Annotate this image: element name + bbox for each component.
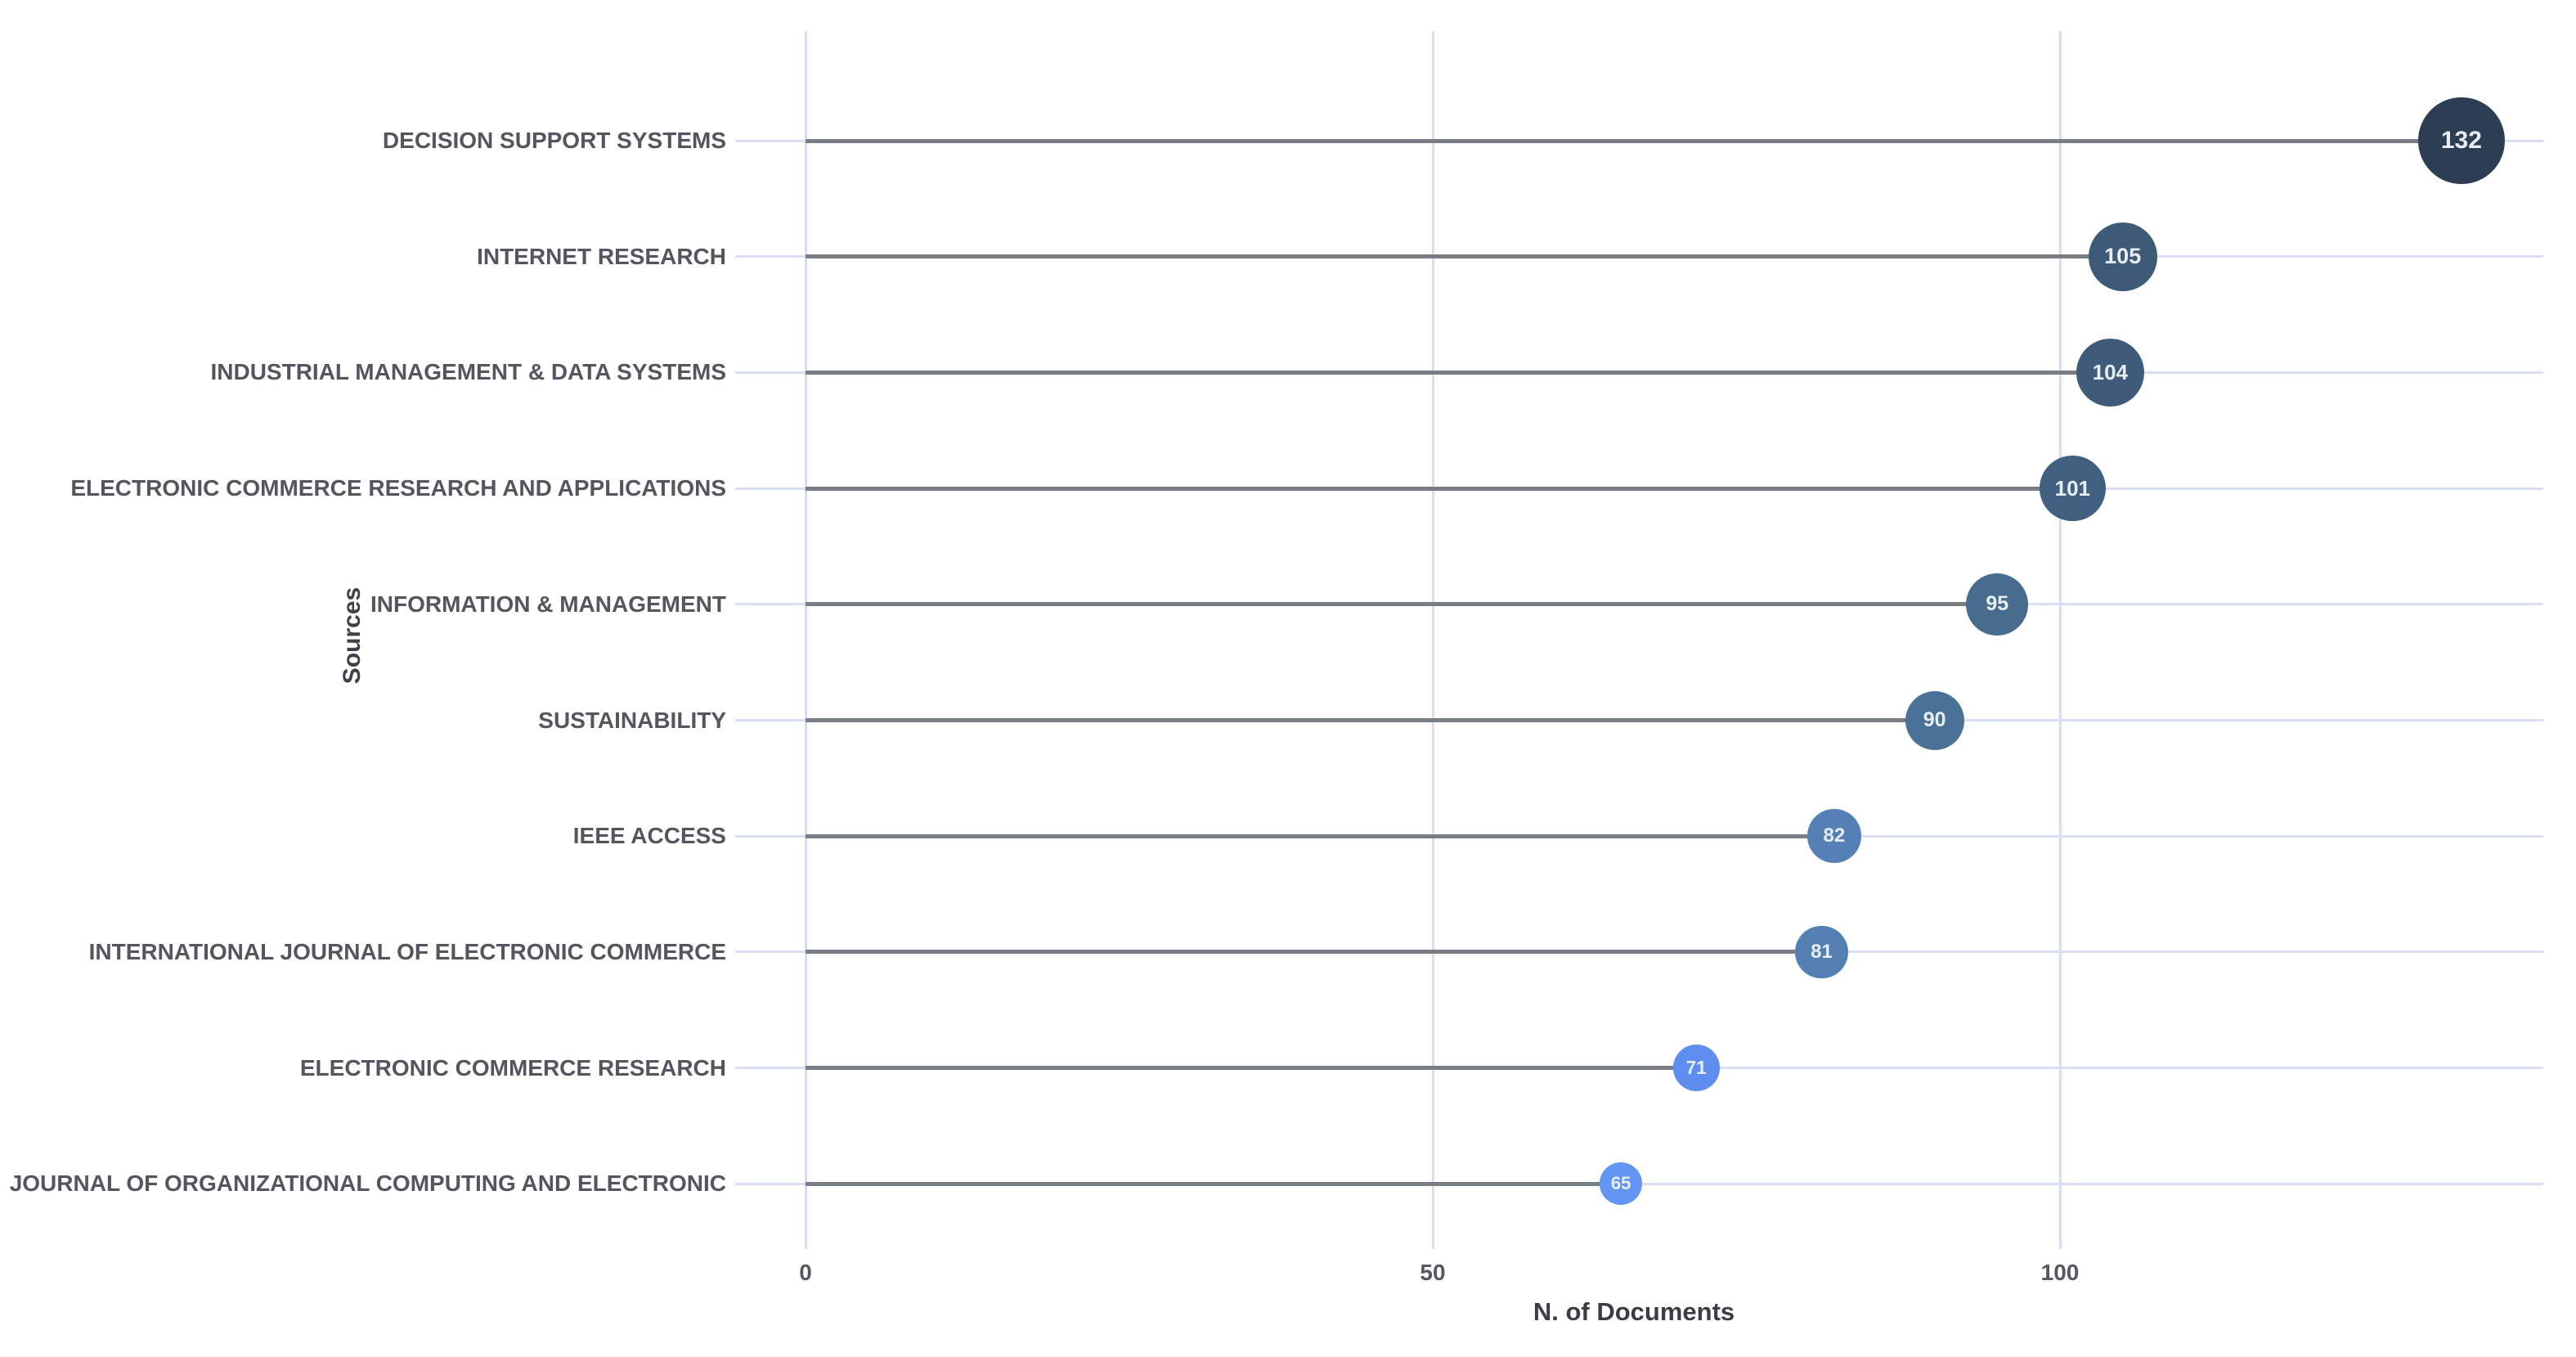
stem-line — [806, 950, 1822, 955]
stem-line — [806, 254, 2123, 259]
data-point-dot[interactable]: 81 — [1795, 925, 1848, 979]
data-point-value: 81 — [1811, 940, 1833, 963]
stem-line — [806, 834, 1834, 838]
category-label: JOURNAL OF ORGANIZATIONAL COMPUTING AND … — [9, 1171, 726, 1197]
data-point-dot[interactable]: 101 — [2039, 455, 2106, 522]
category-label: IEEE ACCESS — [572, 823, 726, 849]
data-point-value: 95 — [1986, 592, 2009, 616]
data-point-dot[interactable]: 95 — [1966, 573, 2029, 636]
data-point-value: 104 — [2092, 359, 2129, 384]
data-point-dot[interactable]: 90 — [1905, 690, 1964, 750]
category-label: INDUSTRIAL MANAGEMENT & DATA SYSTEMS — [210, 359, 726, 385]
x-axis-title: N. of Documents — [1533, 1297, 1735, 1326]
category-label: DECISION SUPPORT SYSTEMS — [382, 128, 726, 153]
data-point-dot[interactable]: 82 — [1807, 809, 1861, 863]
category-label: INTERNET RESEARCH — [477, 243, 726, 269]
stem-line — [806, 1066, 1697, 1071]
data-point-value: 105 — [2104, 244, 2142, 269]
stem-line — [806, 718, 1935, 722]
x-gridline — [1431, 31, 1434, 1249]
data-point-dot[interactable]: 71 — [1672, 1045, 1720, 1091]
data-point-value: 71 — [1685, 1057, 1707, 1079]
data-point-value: 65 — [1610, 1173, 1631, 1194]
stem-line — [806, 138, 2462, 143]
data-point-value: 101 — [2054, 475, 2091, 501]
data-point-value: 90 — [1923, 708, 1946, 731]
data-point-value: 82 — [1823, 825, 1846, 847]
category-label: SUSTAINABILITY — [538, 707, 726, 733]
category-label: INTERNATIONAL JOURNAL OF ELECTRONIC COMM… — [88, 938, 726, 964]
stem-line — [806, 370, 2111, 375]
stem-line — [806, 486, 2073, 491]
x-tick-label: 0 — [799, 1260, 812, 1285]
stem-line — [806, 1181, 1622, 1186]
x-tick-label: 50 — [1420, 1260, 1446, 1285]
y-axis-title: Sources — [339, 586, 366, 685]
stem-line — [806, 602, 1998, 607]
x-gridline — [2058, 31, 2062, 1249]
data-point-dot[interactable]: 132 — [2418, 97, 2505, 184]
x-gridline — [804, 31, 807, 1249]
data-point-dot[interactable]: 65 — [1600, 1162, 1643, 1206]
data-point-dot[interactable]: 105 — [2088, 222, 2157, 291]
category-label: INFORMATION & MANAGEMENT — [370, 591, 726, 617]
x-tick-label: 100 — [2040, 1260, 2080, 1285]
data-point-value: 132 — [2440, 126, 2482, 154]
category-label: ELECTRONIC COMMERCE RESEARCH — [299, 1054, 726, 1081]
data-point-dot[interactable]: 104 — [2076, 338, 2144, 407]
category-label: ELECTRONIC COMMERCE RESEARCH AND APPLICA… — [70, 475, 726, 501]
